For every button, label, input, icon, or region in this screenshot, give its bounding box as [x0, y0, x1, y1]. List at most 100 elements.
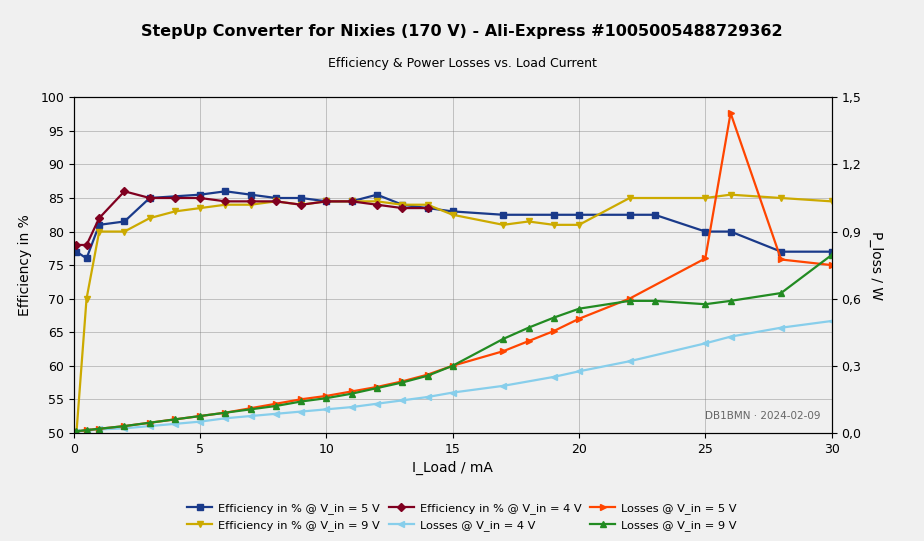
Losses @ V_in = 5 V: [271, 400, 282, 407]
Efficiency in % @ V_in = 5 V: [119, 218, 130, 225]
Losses @ V_in = 9 V: [169, 416, 180, 423]
Efficiency in % @ V_in = 9 V: [371, 198, 383, 204]
Efficiency in % @ V_in = 5 V: [447, 208, 458, 215]
Losses @ V_in = 4 V: [93, 426, 104, 433]
Losses @ V_in = 4 V: [271, 411, 282, 417]
Efficiency in % @ V_in = 5 V: [321, 198, 332, 204]
Losses @ V_in = 4 V: [548, 374, 559, 380]
Losses @ V_in = 4 V: [574, 368, 585, 374]
Efficiency in % @ V_in = 4 V: [71, 242, 82, 248]
Efficiency in % @ V_in = 4 V: [271, 198, 282, 204]
Losses @ V_in = 9 V: [422, 373, 433, 379]
Losses @ V_in = 4 V: [119, 425, 130, 432]
Losses @ V_in = 9 V: [498, 335, 509, 342]
Efficiency in % @ V_in = 5 V: [346, 198, 358, 204]
Efficiency in % @ V_in = 5 V: [574, 212, 585, 218]
Losses @ V_in = 9 V: [725, 298, 736, 304]
Losses @ V_in = 4 V: [296, 408, 307, 415]
Efficiency in % @ V_in = 9 V: [725, 192, 736, 198]
Efficiency in % @ V_in = 4 V: [422, 205, 433, 212]
Losses @ V_in = 9 V: [220, 410, 231, 416]
Losses @ V_in = 5 V: [144, 419, 155, 426]
Losses @ V_in = 4 V: [144, 423, 155, 430]
Losses @ V_in = 9 V: [93, 426, 104, 432]
Losses @ V_in = 4 V: [725, 333, 736, 340]
Efficiency in % @ V_in = 5 V: [220, 188, 231, 195]
Efficiency in % @ V_in = 5 V: [296, 195, 307, 201]
Losses @ V_in = 9 V: [775, 290, 786, 296]
Efficiency in % @ V_in = 5 V: [271, 195, 282, 201]
Legend: Efficiency in % @ V_in = 5 V, Efficiency in % @ V_in = 9 V, Efficiency in % @ V_: Efficiency in % @ V_in = 5 V, Efficiency…: [183, 499, 741, 535]
Losses @ V_in = 9 V: [447, 362, 458, 369]
Losses @ V_in = 9 V: [371, 385, 383, 391]
Efficiency in % @ V_in = 4 V: [93, 215, 104, 221]
Efficiency in % @ V_in = 9 V: [574, 222, 585, 228]
Losses @ V_in = 5 V: [169, 416, 180, 423]
Efficiency in % @ V_in = 5 V: [71, 248, 82, 255]
Losses @ V_in = 5 V: [245, 405, 256, 412]
Losses @ V_in = 5 V: [371, 384, 383, 390]
Efficiency in % @ V_in = 9 V: [169, 208, 180, 215]
Losses @ V_in = 4 V: [624, 358, 635, 365]
Efficiency in % @ V_in = 4 V: [245, 198, 256, 204]
Losses @ V_in = 4 V: [447, 390, 458, 396]
Efficiency in % @ V_in = 9 V: [775, 195, 786, 201]
Efficiency in % @ V_in = 9 V: [548, 222, 559, 228]
Efficiency in % @ V_in = 9 V: [81, 295, 92, 302]
Line: Losses @ V_in = 5 V: Losses @ V_in = 5 V: [73, 110, 835, 435]
Losses @ V_in = 4 V: [169, 420, 180, 427]
Efficiency in % @ V_in = 5 V: [93, 222, 104, 228]
Losses @ V_in = 5 V: [624, 295, 635, 302]
Losses @ V_in = 4 V: [396, 397, 407, 404]
Efficiency in % @ V_in = 5 V: [650, 212, 661, 218]
Losses @ V_in = 4 V: [71, 428, 82, 435]
Losses @ V_in = 5 V: [826, 262, 837, 268]
Efficiency in % @ V_in = 4 V: [346, 198, 358, 204]
Line: Losses @ V_in = 9 V: Losses @ V_in = 9 V: [73, 252, 835, 435]
Efficiency in % @ V_in = 9 V: [144, 215, 155, 221]
Losses @ V_in = 5 V: [81, 427, 92, 433]
Efficiency in % @ V_in = 9 V: [119, 228, 130, 235]
Efficiency in % @ V_in = 5 V: [81, 255, 92, 262]
Efficiency in % @ V_in = 9 V: [346, 198, 358, 204]
Losses @ V_in = 9 V: [71, 428, 82, 434]
Line: Losses @ V_in = 4 V: Losses @ V_in = 4 V: [73, 318, 835, 435]
Losses @ V_in = 5 V: [574, 315, 585, 322]
Efficiency in % @ V_in = 9 V: [699, 195, 711, 201]
Y-axis label: P_loss / W: P_loss / W: [869, 230, 883, 300]
Efficiency in % @ V_in = 4 V: [81, 242, 92, 248]
Efficiency in % @ V_in = 9 V: [245, 201, 256, 208]
Losses @ V_in = 5 V: [548, 328, 559, 334]
Losses @ V_in = 5 V: [346, 388, 358, 395]
Efficiency in % @ V_in = 4 V: [119, 188, 130, 195]
X-axis label: I_Load / mA: I_Load / mA: [412, 461, 493, 475]
Losses @ V_in = 5 V: [422, 372, 433, 378]
Efficiency in % @ V_in = 9 V: [220, 201, 231, 208]
Efficiency in % @ V_in = 5 V: [699, 228, 711, 235]
Losses @ V_in = 4 V: [699, 340, 711, 347]
Losses @ V_in = 9 V: [119, 423, 130, 430]
Losses @ V_in = 5 V: [195, 413, 206, 419]
Line: Efficiency in % @ V_in = 9 V: Efficiency in % @ V_in = 9 V: [73, 191, 835, 436]
Efficiency in % @ V_in = 5 V: [245, 192, 256, 198]
Efficiency in % @ V_in = 9 V: [826, 198, 837, 204]
Losses @ V_in = 4 V: [321, 406, 332, 413]
Efficiency in % @ V_in = 5 V: [826, 248, 837, 255]
Losses @ V_in = 9 V: [624, 298, 635, 304]
Efficiency in % @ V_in = 9 V: [624, 195, 635, 201]
Losses @ V_in = 5 V: [498, 348, 509, 354]
Efficiency in % @ V_in = 9 V: [296, 201, 307, 208]
Losses @ V_in = 9 V: [346, 391, 358, 397]
Efficiency in % @ V_in = 9 V: [523, 218, 534, 225]
Efficiency in % @ V_in = 5 V: [195, 192, 206, 198]
Losses @ V_in = 9 V: [548, 314, 559, 321]
Losses @ V_in = 5 V: [321, 393, 332, 399]
Losses @ V_in = 9 V: [195, 413, 206, 419]
Line: Efficiency in % @ V_in = 5 V: Efficiency in % @ V_in = 5 V: [73, 188, 834, 261]
Line: Efficiency in % @ V_in = 4 V: Efficiency in % @ V_in = 4 V: [74, 188, 431, 248]
Losses @ V_in = 9 V: [144, 419, 155, 426]
Efficiency in % @ V_in = 9 V: [498, 222, 509, 228]
Losses @ V_in = 9 V: [699, 301, 711, 307]
Losses @ V_in = 9 V: [81, 427, 92, 433]
Losses @ V_in = 9 V: [271, 403, 282, 409]
